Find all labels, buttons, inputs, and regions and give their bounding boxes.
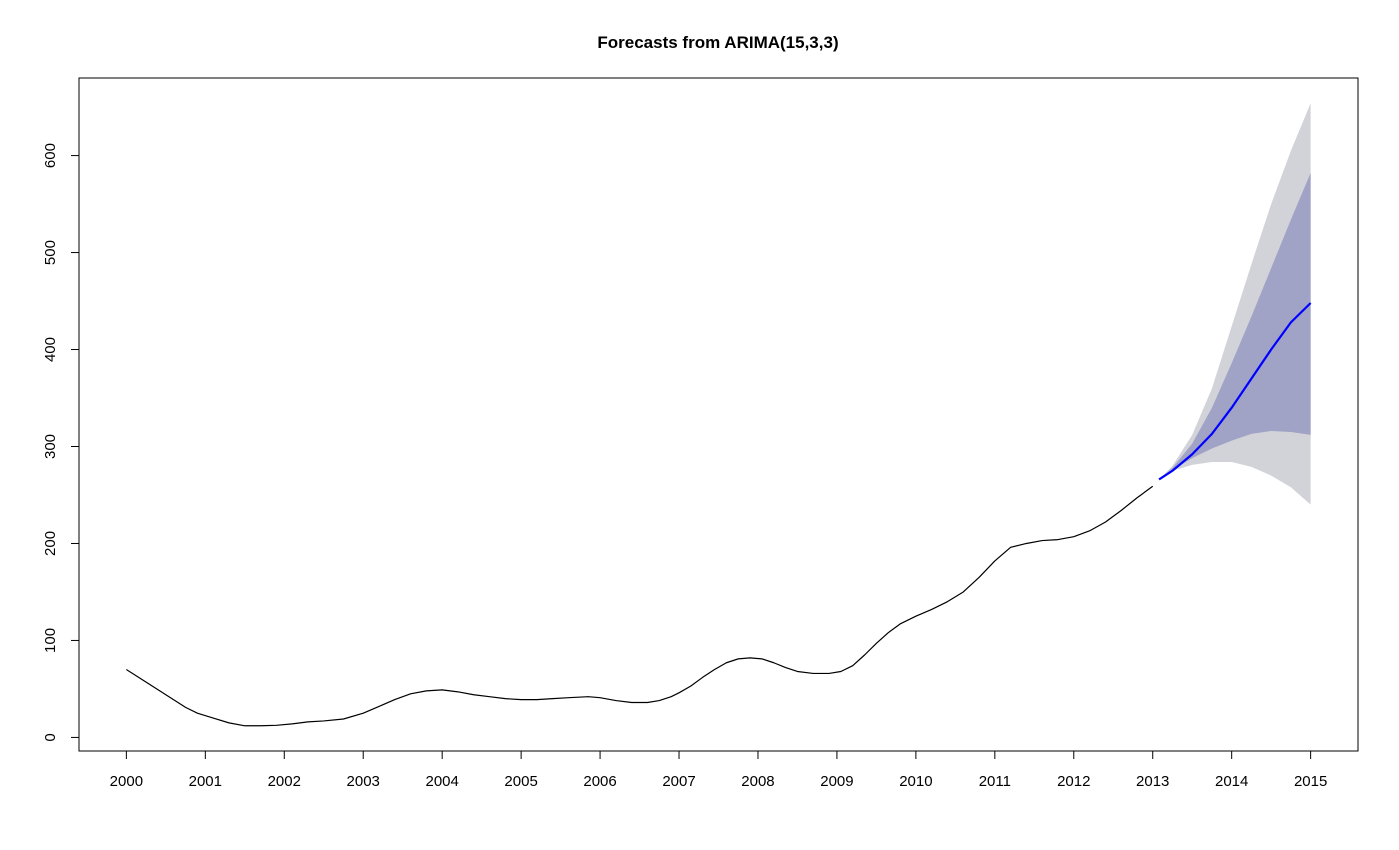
x-tick-label: 2002 <box>268 773 301 790</box>
y-tick-label: 0 <box>42 733 59 741</box>
x-tick-label: 2008 <box>741 773 774 790</box>
x-tick-label: 2012 <box>1057 773 1090 790</box>
y-tick-label: 400 <box>42 337 59 362</box>
x-tick-label: 2004 <box>425 773 458 790</box>
x-tick-label: 2006 <box>583 773 616 790</box>
plot-area <box>126 103 1312 727</box>
y-tick-label: 300 <box>42 434 59 459</box>
x-tick-label: 2007 <box>662 773 695 790</box>
x-tick-label: 2003 <box>347 773 380 790</box>
plot-box <box>78 77 1359 752</box>
y-tick-label: 100 <box>42 628 59 653</box>
x-tick-label: 2011 <box>979 773 1011 790</box>
y-tick-label: 600 <box>42 143 59 168</box>
x-tick-label: 2013 <box>1136 773 1169 790</box>
series-history-line <box>126 485 1154 727</box>
x-tick-label: 2014 <box>1215 773 1248 790</box>
chart-title: Forecasts from ARIMA(15,3,3) <box>597 33 838 52</box>
x-tick-label: 2010 <box>899 773 932 790</box>
x-tick-label: 2009 <box>820 773 853 790</box>
y-axis: 0 100 200 300 400 500 600 <box>42 143 80 742</box>
x-axis: 2000 2001 2002 2003 2004 2005 2006 2007 2008 2009… <box>110 750 1327 790</box>
prediction-interval-80 <box>1159 173 1311 480</box>
x-tick-label: 2005 <box>504 773 537 790</box>
x-tick-label: 2000 <box>110 773 143 790</box>
y-tick-label: 500 <box>42 240 59 265</box>
series-forecast-line <box>1158 302 1312 481</box>
x-tick-label: 2001 <box>189 773 222 790</box>
y-tick-label: 200 <box>42 531 59 556</box>
x-tick-label: 2015 <box>1294 773 1327 790</box>
